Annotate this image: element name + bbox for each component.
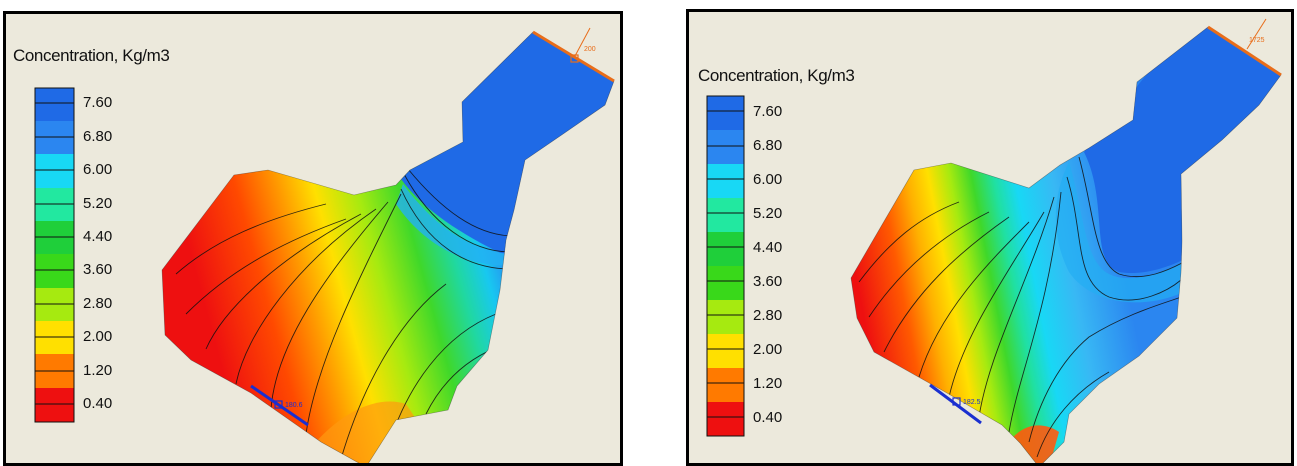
legend-scale xyxy=(34,87,75,423)
legend-label: 3.60 xyxy=(83,261,113,278)
legend-label: 2.00 xyxy=(753,341,783,358)
legend-swatch-0 xyxy=(35,88,74,121)
legend-swatch-6 xyxy=(707,300,744,334)
legend-label: 2.00 xyxy=(83,328,113,345)
outflow-marker xyxy=(952,397,961,406)
legend-label: 4.40 xyxy=(83,228,113,245)
legend-label: 6.00 xyxy=(83,161,113,178)
inflow-arrow xyxy=(574,27,591,57)
legend-swatch-4 xyxy=(707,232,744,266)
outflow-marker xyxy=(274,400,283,409)
contour-lines xyxy=(858,156,1185,458)
outflow-boundary xyxy=(250,384,309,427)
legend-label: 7.60 xyxy=(753,103,783,120)
contour-map: 200 180.6 xyxy=(161,27,615,463)
legend-label: 6.80 xyxy=(83,128,113,145)
inflow-label: 200 xyxy=(584,46,596,53)
legend-swatch-3 xyxy=(707,198,744,232)
legend-label: 0.40 xyxy=(753,409,783,426)
contour-panel-right: Concentration, Kg/m3 7.60 xyxy=(686,9,1294,466)
legend-swatch-2 xyxy=(35,154,74,188)
legend-swatch-2 xyxy=(707,164,744,198)
legend-label: 5.20 xyxy=(83,195,113,212)
legend-swatch-5 xyxy=(707,266,744,300)
legend-label: 1.20 xyxy=(753,375,783,392)
legend-swatch-5 xyxy=(35,254,74,288)
legend-swatch-1 xyxy=(707,130,744,164)
inflow-boundary xyxy=(532,30,615,83)
contour-map: 1725 182.5 xyxy=(850,18,1282,463)
legend-swatch-7 xyxy=(707,334,744,368)
contour-panel-left: Concentration, Kg/m3 7.60 xyxy=(3,11,623,466)
legend-label: 4.40 xyxy=(753,239,783,256)
legend-title: Concentration, Kg/m3 xyxy=(698,66,855,85)
legend-swatches xyxy=(707,96,744,436)
concentration-field xyxy=(851,27,1281,463)
legend-label: 5.20 xyxy=(753,205,783,222)
legend-label: 0.40 xyxy=(83,395,113,412)
inflow-arrow xyxy=(1246,18,1267,50)
inflow-label: 1725 xyxy=(1249,37,1265,44)
contour-lines xyxy=(175,168,515,460)
legend-label: 1.20 xyxy=(83,362,113,379)
legend-label: 7.60 xyxy=(83,94,113,111)
outflow-boundary xyxy=(929,383,982,425)
inflow-marker xyxy=(570,54,579,63)
legend-title: Concentration, Kg/m3 xyxy=(13,46,170,65)
legend-swatch-9 xyxy=(707,402,744,436)
legend-swatch-9 xyxy=(35,388,74,422)
legend-label: 6.80 xyxy=(753,137,783,154)
outflow-label: 180.6 xyxy=(285,402,303,409)
legend-label: 6.00 xyxy=(753,171,783,188)
legend-scale xyxy=(706,95,745,437)
inflow-boundary xyxy=(1207,25,1282,77)
legend-label: 2.80 xyxy=(83,295,113,312)
outflow-label: 182.5 xyxy=(963,399,981,406)
concentration-field xyxy=(162,32,614,463)
legend-swatch-8 xyxy=(707,368,744,402)
legend-label: 3.60 xyxy=(753,273,783,290)
legend-swatch-0 xyxy=(707,96,744,130)
legend-label: 2.80 xyxy=(753,307,783,324)
